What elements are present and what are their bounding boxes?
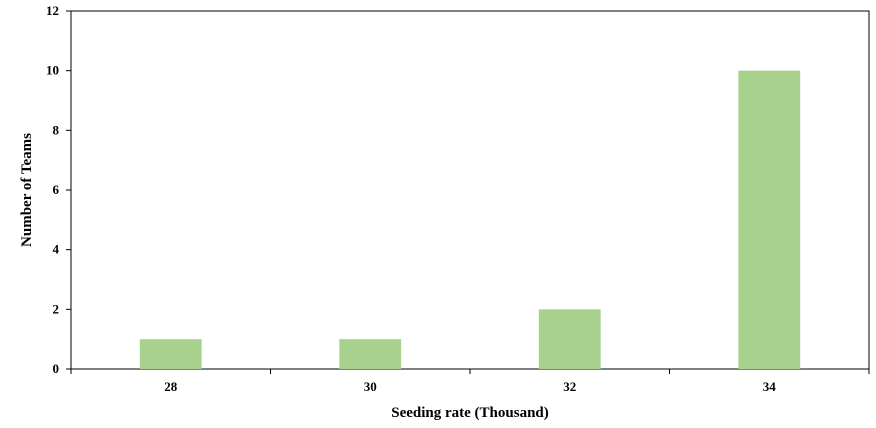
bar-34	[738, 70, 801, 370]
y-tick-label-8: 8	[53, 122, 60, 137]
x-axis-title: Seeding rate (Thousand)	[391, 405, 549, 421]
x-tick-label-28: 28	[164, 379, 178, 394]
x-axis: 28 30 32 34	[70, 369, 870, 394]
bar-30	[339, 339, 402, 369]
y-axis-title: Number of Teams	[19, 133, 35, 247]
bars-group	[139, 70, 801, 370]
plot-area	[70, 10, 870, 370]
x-tick-label-32: 32	[563, 379, 576, 394]
y-tick-label-12: 12	[46, 3, 59, 18]
x-tick-label-30: 30	[364, 379, 377, 394]
y-axis: 0 2 4 6 8 10 12	[46, 3, 71, 376]
bar-32	[538, 309, 601, 369]
y-tick-label-0: 0	[53, 361, 60, 376]
bar-28	[139, 339, 202, 369]
y-tick-label-6: 6	[53, 182, 60, 197]
y-tick-label-2: 2	[53, 301, 60, 316]
x-tick-label-34: 34	[763, 379, 777, 394]
y-tick-label-4: 4	[53, 242, 60, 257]
y-tick-label-10: 10	[46, 63, 59, 78]
